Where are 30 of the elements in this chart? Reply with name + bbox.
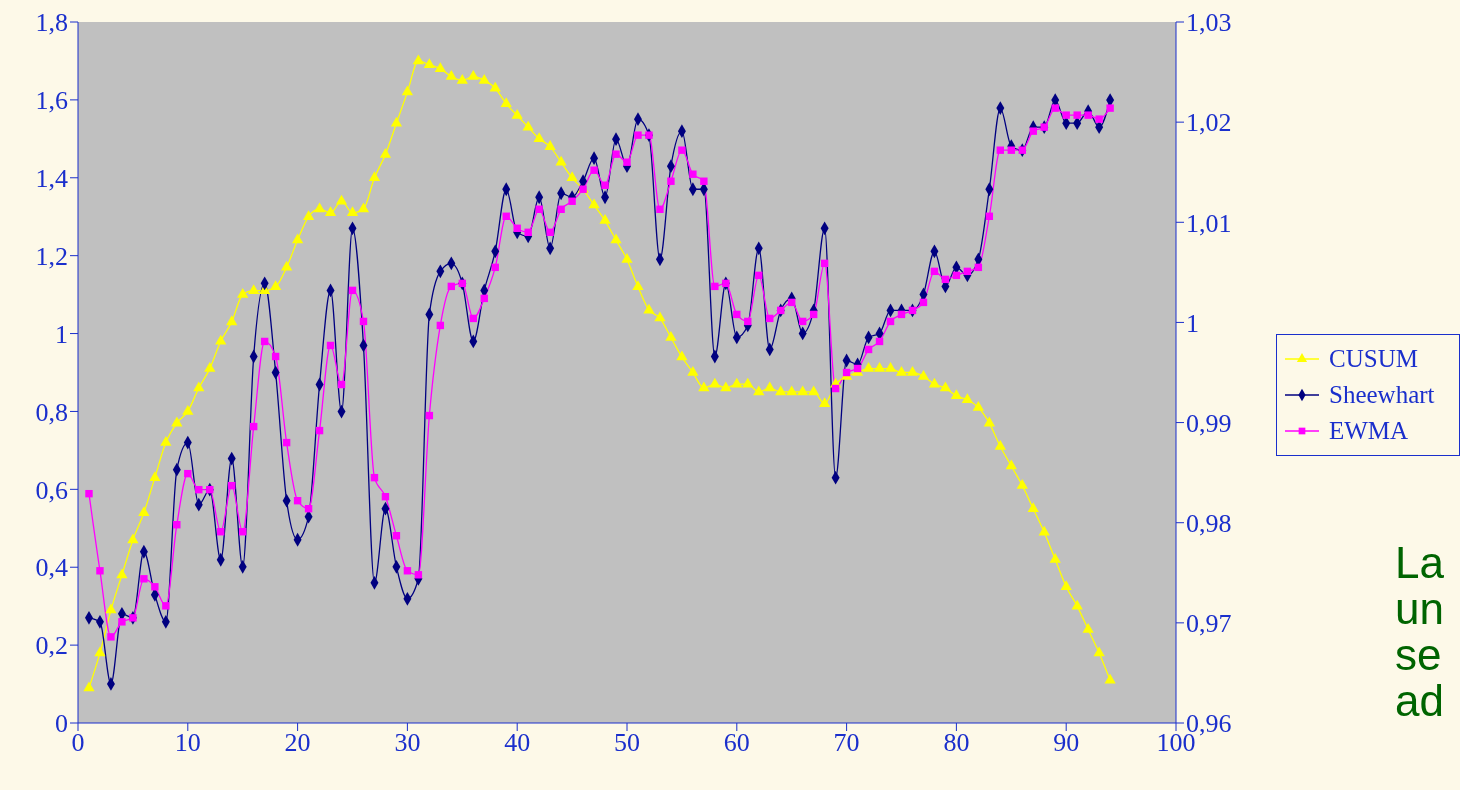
legend-label: Sheewhart xyxy=(1329,380,1435,410)
y-tick-label: 0,6 xyxy=(35,475,68,505)
x-tick-label: 60 xyxy=(723,728,750,758)
y2-tick-label: 1 xyxy=(1186,308,1199,338)
legend-label: EWMA xyxy=(1329,416,1409,446)
y2-tick-label: 0,99 xyxy=(1186,408,1232,438)
y2-tick-label: 1,02 xyxy=(1186,108,1232,138)
y2-tick-label: 1,01 xyxy=(1186,208,1232,238)
legend-label: CUSUM xyxy=(1329,344,1418,374)
x-tick-label: 90 xyxy=(1053,728,1080,758)
x-tick-label: 80 xyxy=(943,728,970,758)
y-tick-label: 0,8 xyxy=(35,397,68,427)
x-tick-label: 40 xyxy=(504,728,531,758)
x-tick-label: 20 xyxy=(284,728,311,758)
y2-tick-label: 0,97 xyxy=(1186,609,1232,639)
y-tick-label: 1 xyxy=(55,319,68,349)
x-tick-label: 10 xyxy=(174,728,201,758)
y-tick-label: 0 xyxy=(55,709,68,739)
y-tick-label: 1,6 xyxy=(35,86,68,116)
x-tick-label: 30 xyxy=(394,728,421,758)
y2-tick-label: 1,03 xyxy=(1186,8,1232,38)
y-tick-label: 1,8 xyxy=(35,8,68,38)
y2-tick-label: 0,98 xyxy=(1186,508,1232,538)
y-tick-label: 0,2 xyxy=(35,631,68,661)
x-tick-label: 50 xyxy=(614,728,640,758)
text: La un se ad xyxy=(1395,538,1444,725)
x-tick-label: 70 xyxy=(833,728,860,758)
y-tick-label: 0,4 xyxy=(35,553,68,583)
y-tick-label: 1,2 xyxy=(35,241,68,271)
y-tick-label: 1,4 xyxy=(35,164,68,194)
